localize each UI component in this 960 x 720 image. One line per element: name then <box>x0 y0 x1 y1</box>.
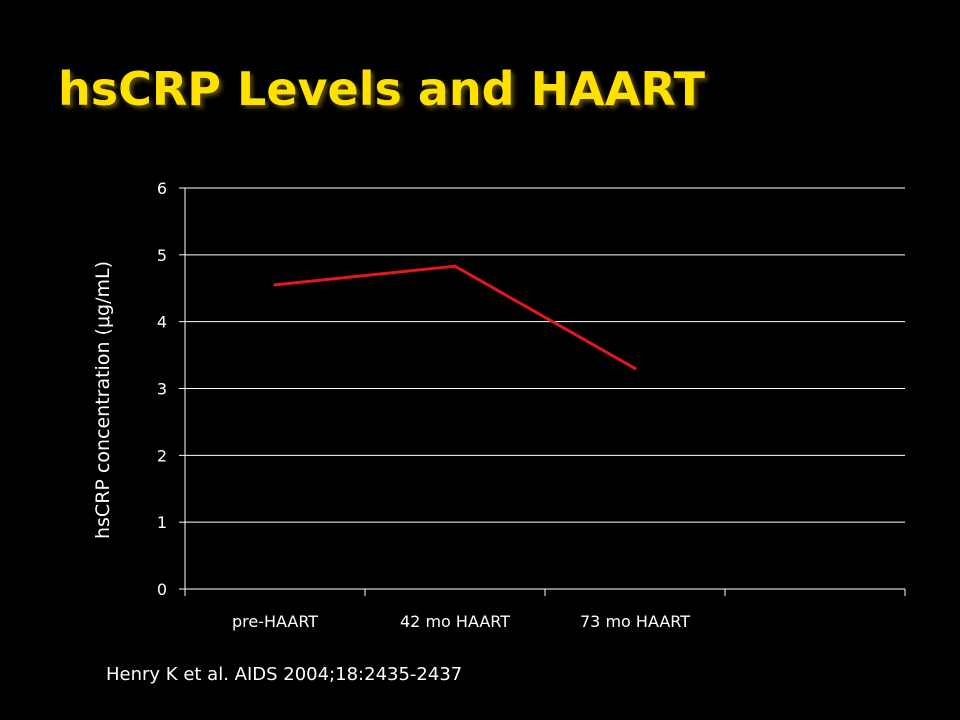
slide-title: hsCRP Levels and HAART <box>58 62 706 116</box>
y-tick-labels: 0 1 2 3 4 5 6 <box>157 179 167 599</box>
data-point <box>273 283 277 287</box>
y-tick-label: 4 <box>157 313 167 332</box>
y-tick-label: 6 <box>157 179 167 198</box>
y-tick-label: 2 <box>157 446 167 465</box>
line-segment <box>453 264 637 370</box>
y-tick-label: 1 <box>157 513 167 532</box>
x-tick-labels: pre-HAART 42 mo HAART 73 mo HAART <box>232 612 690 631</box>
data-point <box>453 264 457 268</box>
data-point <box>633 366 637 370</box>
x-tick-label: 42 mo HAART <box>400 612 510 631</box>
series-lines <box>273 264 637 370</box>
line-segment <box>273 264 457 287</box>
x-tick-label: 73 mo HAART <box>580 612 690 631</box>
gridlines <box>185 187 905 523</box>
y-tick-label: 5 <box>157 246 167 265</box>
x-tick-label: pre-HAART <box>232 612 318 631</box>
y-axis-label: hsCRP concentration (μg/mL) <box>92 260 114 540</box>
y-tick-label: 0 <box>157 580 167 599</box>
y-tick-label: 3 <box>157 380 167 399</box>
axes <box>179 187 906 596</box>
citation: Henry K et al. AIDS 2004;18:2435-2437 <box>106 664 463 685</box>
